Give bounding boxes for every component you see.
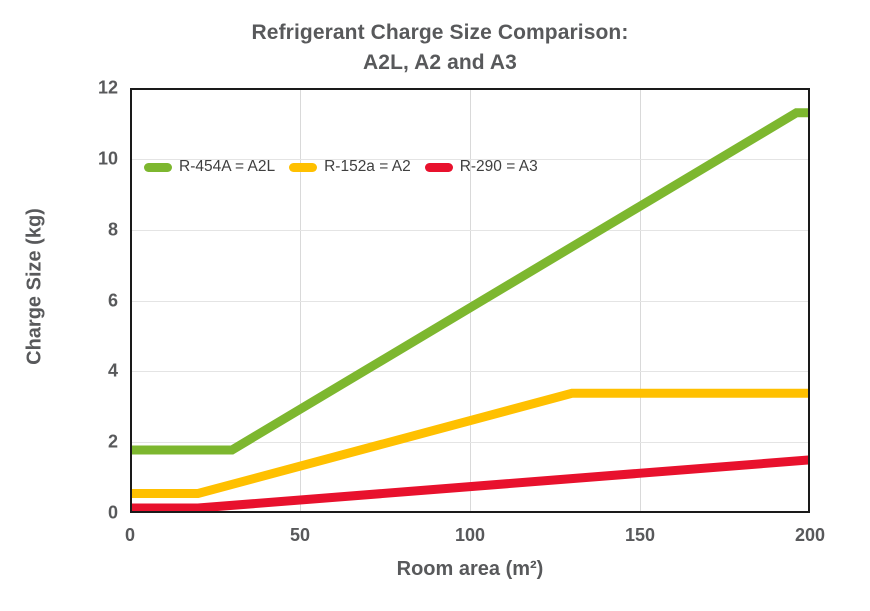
gridline-horizontal: [130, 229, 810, 231]
y-tick-label: 2: [107, 431, 118, 452]
legend-entry[interactable]: R-290 = A3: [424, 158, 538, 176]
gridline-horizontal: [130, 300, 810, 302]
series-lines: [130, 108, 810, 513]
y-tick-label: 4: [107, 360, 118, 381]
x-tick-label: 100: [454, 525, 486, 545]
y-tick-label: 0: [107, 502, 118, 523]
y-axis-title: Charge Size (kg): [23, 208, 46, 365]
legend-entry[interactable]: R-152a = A2: [289, 158, 411, 176]
series-line: [130, 455, 810, 513]
series-line: [130, 108, 810, 455]
gridline-horizontal: [130, 158, 810, 160]
gridline-horizontal: [130, 442, 810, 444]
y-tick-label: 12: [97, 77, 118, 98]
legend-label: R-290 = A3: [459, 158, 538, 175]
series-line: [130, 388, 810, 499]
legend-label: R-152a = A2: [324, 158, 411, 175]
chart-title-line-1: Refrigerant Charge Size Comparison:: [251, 21, 629, 44]
legend-entry[interactable]: R-454A = A2L: [144, 158, 275, 176]
y-tick-label: 6: [107, 290, 118, 310]
chart-title-line-2: A2L, A2 and A3: [363, 50, 517, 74]
x-tick-label: 200: [794, 525, 826, 545]
legend-swatch-icon: [289, 162, 318, 172]
gridline-horizontal: [130, 371, 810, 373]
y-tick-label: 8: [107, 219, 118, 240]
x-axis-title: Room area (m²): [396, 558, 544, 580]
legend-swatch-icon: [424, 162, 453, 172]
chart-title: Refrigerant Charge Size Comparison: A2L,…: [120, 18, 760, 78]
x-tick-label: 50: [289, 525, 311, 545]
legend-swatch-icon: [144, 162, 172, 172]
chart-legend: R-454A = A2L R-152a = A2 R-290 = A3: [144, 158, 552, 176]
legend-label: R-454A = A2L: [179, 158, 276, 175]
x-tick-label: 0: [124, 525, 136, 545]
x-tick-label: 150: [624, 525, 656, 545]
y-tick-label: 10: [97, 148, 118, 169]
plot-area: 0 2 4 6 8 10 12 0 50 100 150 200 R-454A = A2L R-152…: [98, 78, 825, 546]
